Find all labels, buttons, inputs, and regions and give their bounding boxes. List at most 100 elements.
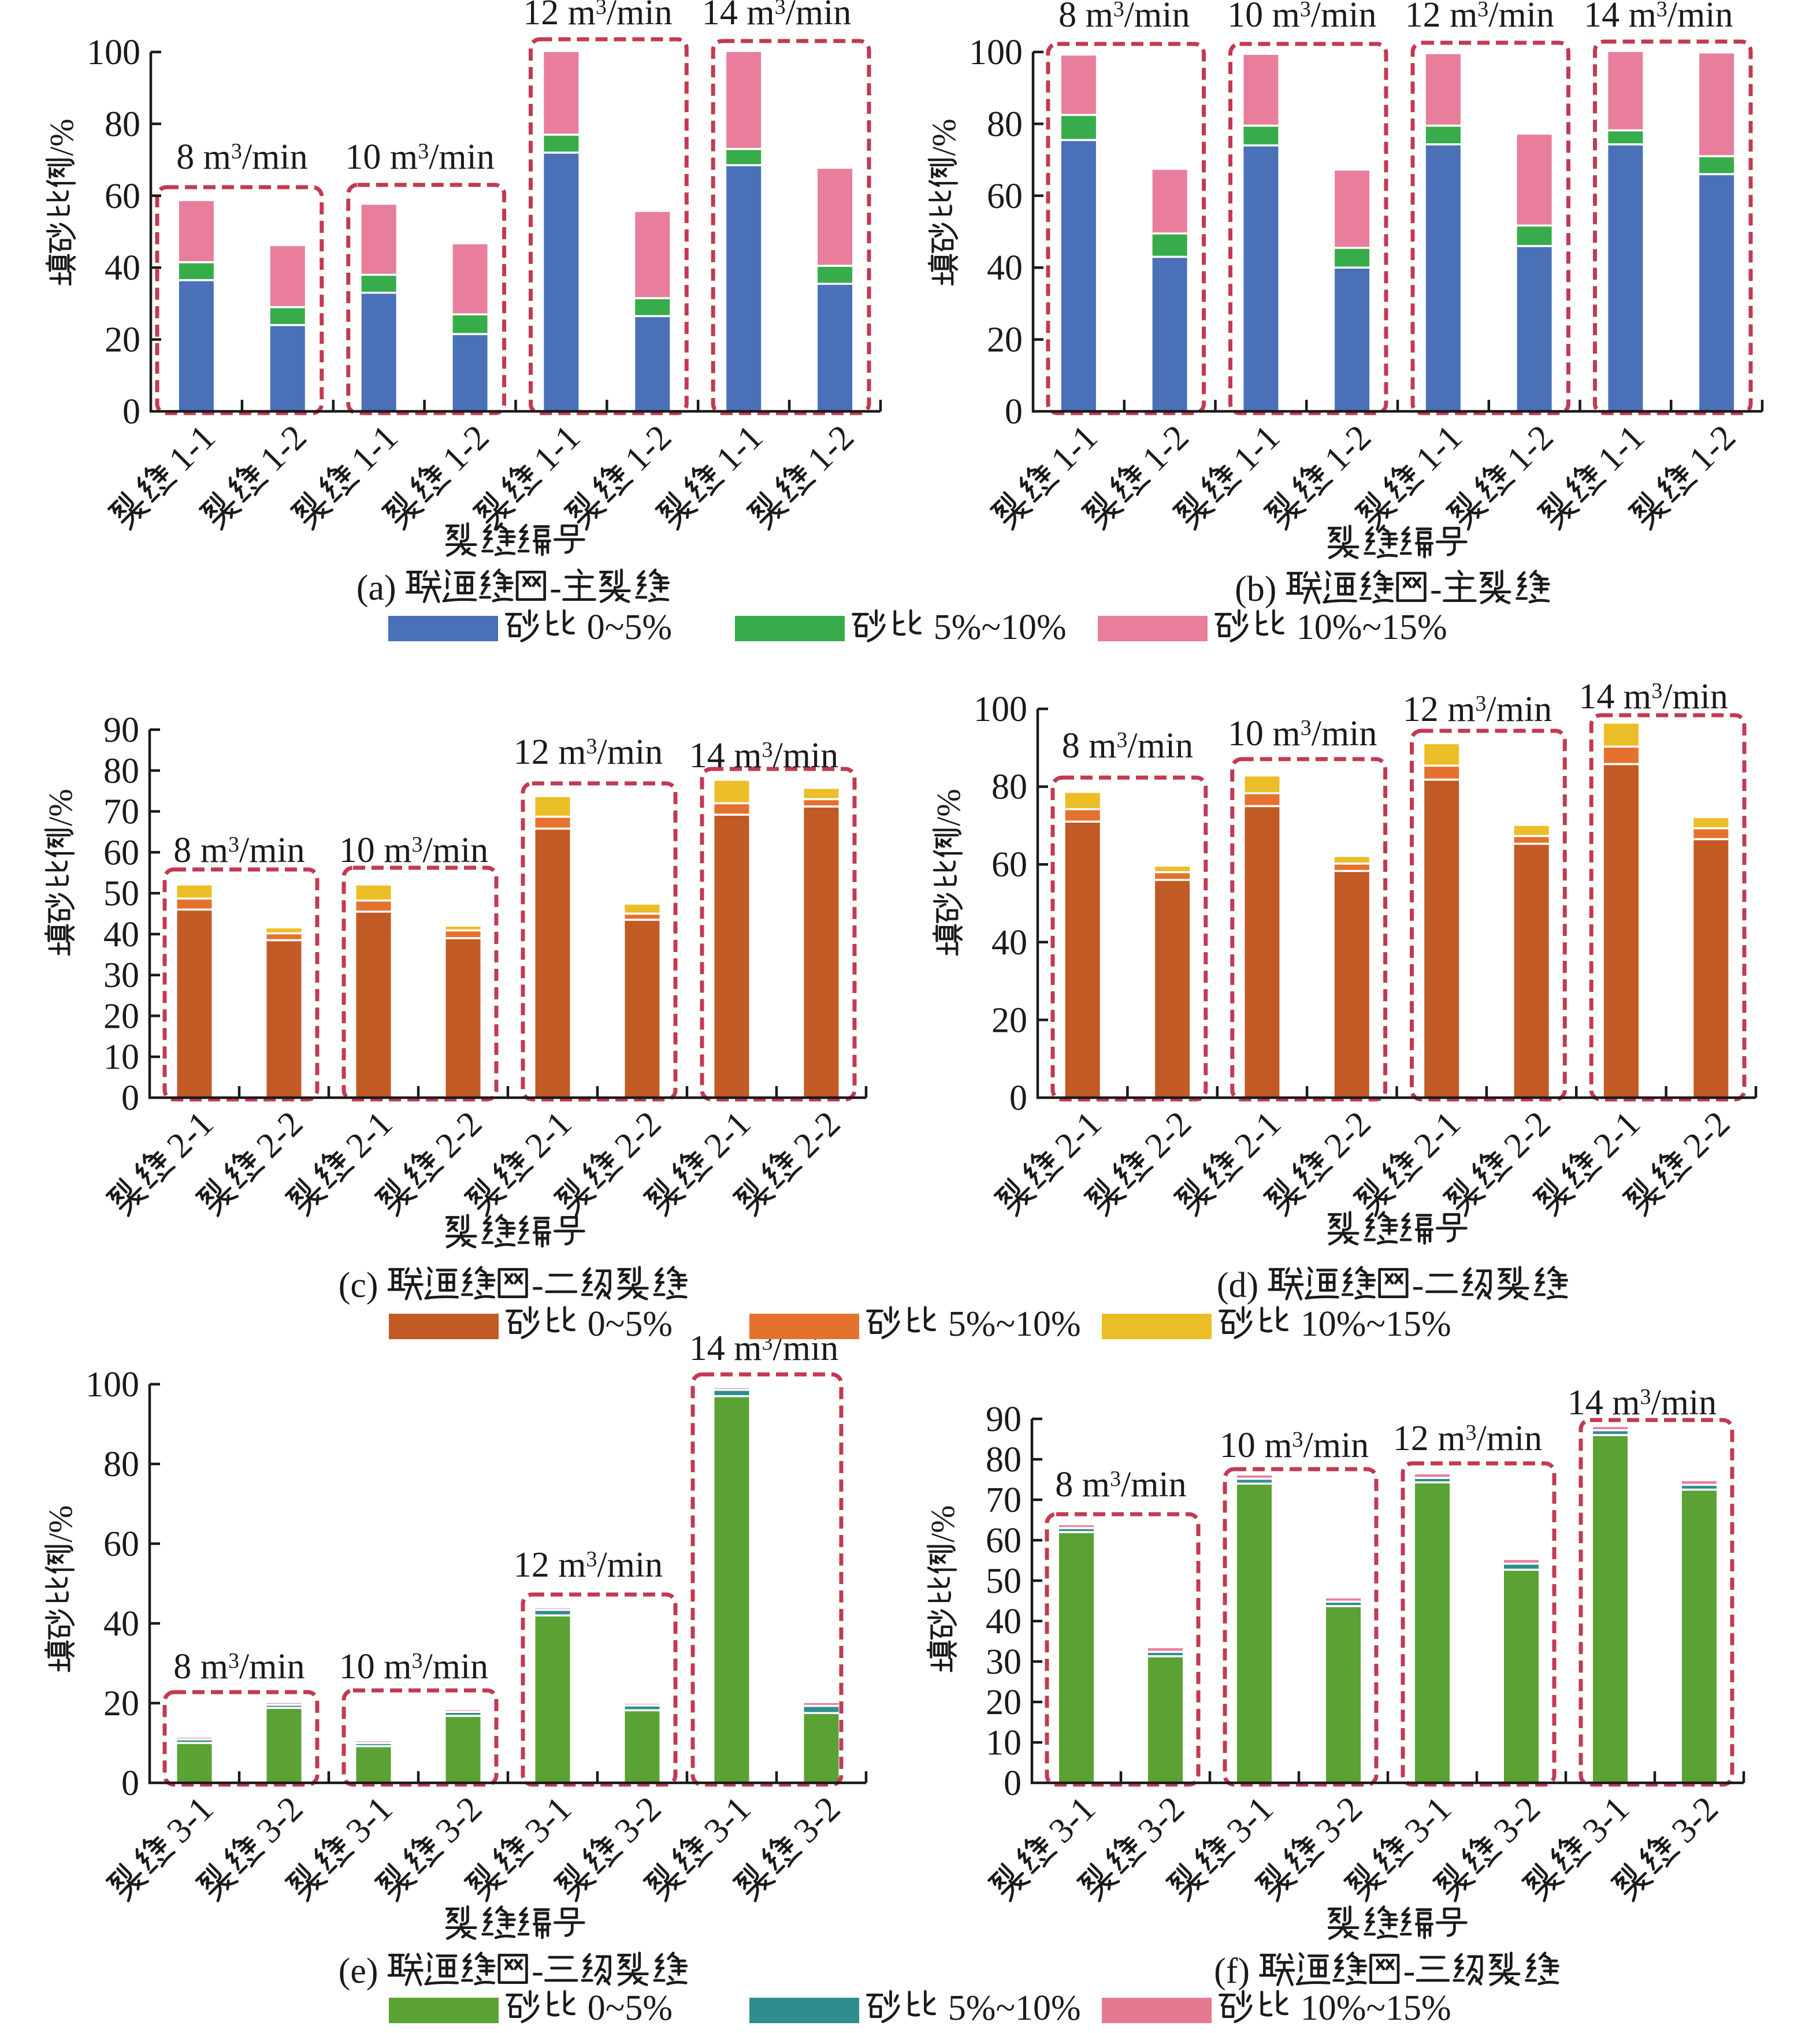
svg-text:/min: /min (773, 736, 839, 775)
svg-text:3: 3 (1113, 0, 1124, 21)
svg-text:10: 10 (103, 1038, 139, 1077)
svg-text:3: 3 (1477, 0, 1488, 21)
svg-text:100: 100 (87, 33, 140, 72)
svg-text:5%~10%: 5%~10% (934, 608, 1067, 647)
svg-text:(b): (b) (1235, 570, 1276, 609)
svg-text:/min: /min (597, 733, 663, 772)
svg-text:90: 90 (103, 711, 139, 750)
svg-text:10 m: 10 m (345, 137, 418, 177)
svg-text:/min: /min (1303, 1426, 1369, 1465)
svg-text:10 m: 10 m (339, 1647, 412, 1686)
svg-text:3: 3 (762, 738, 773, 762)
svg-text:/min: /min (1488, 0, 1554, 35)
svg-text:/%: /% (42, 789, 79, 826)
svg-text:8 m: 8 m (1062, 726, 1117, 765)
svg-text:12 m: 12 m (514, 1545, 586, 1585)
svg-text:14 m: 14 m (1584, 0, 1656, 35)
svg-text:80: 80 (103, 1445, 139, 1484)
svg-text:(e): (e) (339, 1952, 378, 1991)
svg-text:60: 60 (105, 177, 140, 216)
svg-text:40: 40 (103, 1604, 139, 1644)
svg-text:/min: /min (239, 831, 305, 870)
svg-text:40: 40 (105, 248, 140, 288)
svg-text:60: 60 (986, 1521, 1022, 1560)
svg-text:/%: /% (930, 789, 967, 826)
svg-text:70: 70 (986, 1481, 1022, 1520)
svg-text:5%~10%: 5%~10% (948, 1304, 1081, 1344)
svg-text:/min: /min (1667, 0, 1733, 35)
svg-text:80: 80 (103, 752, 139, 791)
svg-text:(f): (f) (1214, 1952, 1250, 1991)
svg-text:20: 20 (103, 1684, 139, 1723)
svg-text:(a): (a) (356, 568, 396, 608)
svg-text:3: 3 (1656, 0, 1667, 21)
svg-text:3: 3 (1466, 1421, 1477, 1445)
svg-text:3: 3 (1292, 1428, 1303, 1452)
svg-text:12 m: 12 m (1403, 690, 1476, 729)
svg-text:-: - (1403, 1952, 1416, 1991)
svg-text:/min: /min (1312, 714, 1377, 753)
svg-text:12 m: 12 m (1405, 0, 1478, 35)
svg-text:/min: /min (1124, 0, 1190, 35)
svg-text:30: 30 (986, 1642, 1022, 1682)
svg-text:0: 0 (1005, 392, 1023, 432)
svg-text:0~5%: 0~5% (588, 1304, 673, 1344)
svg-text:-: - (532, 1266, 544, 1305)
svg-text:80: 80 (986, 1440, 1022, 1480)
svg-text:60: 60 (987, 177, 1023, 216)
svg-text:/min: /min (1311, 0, 1377, 35)
svg-text:8 m: 8 m (173, 1647, 228, 1686)
svg-text:3: 3 (775, 0, 786, 19)
svg-text:40: 40 (987, 248, 1023, 288)
svg-text:10%~15%: 10%~15% (1301, 1989, 1451, 2028)
svg-text:3: 3 (1301, 716, 1312, 740)
svg-text:3: 3 (418, 139, 429, 163)
svg-text:3: 3 (1300, 0, 1311, 21)
svg-text:10%~15%: 10%~15% (1297, 608, 1447, 647)
svg-text:(d): (d) (1217, 1266, 1258, 1305)
svg-text:(c): (c) (339, 1266, 378, 1305)
svg-text:3: 3 (1475, 692, 1486, 716)
svg-text:3: 3 (231, 139, 242, 163)
svg-text:12 m: 12 m (514, 733, 586, 772)
svg-text:/min: /min (1477, 1419, 1543, 1458)
svg-text:10 m: 10 m (1220, 1426, 1292, 1465)
svg-text:3: 3 (1116, 728, 1127, 752)
svg-text:/min: /min (1651, 1383, 1717, 1422)
svg-text:3: 3 (596, 0, 607, 19)
svg-text:/%: /% (42, 1505, 79, 1542)
svg-text:0: 0 (122, 392, 140, 432)
svg-text:12 m: 12 m (523, 0, 596, 32)
svg-text:40: 40 (991, 923, 1027, 962)
svg-text:3: 3 (412, 832, 423, 857)
svg-text:5%~10%: 5%~10% (948, 1989, 1081, 2028)
svg-text:10 m: 10 m (1228, 714, 1301, 753)
svg-text:10%~15%: 10%~15% (1301, 1304, 1451, 1344)
svg-text:50: 50 (103, 874, 139, 913)
svg-text:/min: /min (1662, 677, 1728, 716)
svg-text:100: 100 (86, 1365, 139, 1404)
svg-text:/min: /min (429, 137, 495, 177)
svg-text:20: 20 (986, 1683, 1022, 1722)
svg-text:/min: /min (597, 1545, 663, 1585)
svg-text:14 m: 14 m (702, 0, 775, 32)
svg-text:90: 90 (986, 1400, 1022, 1439)
svg-text:12 m: 12 m (1393, 1419, 1466, 1458)
svg-text:100: 100 (969, 33, 1023, 72)
svg-text:30: 30 (103, 956, 139, 995)
svg-text:3: 3 (586, 1547, 597, 1571)
svg-text:3: 3 (586, 734, 597, 759)
svg-text:3: 3 (1651, 679, 1662, 703)
svg-text:3: 3 (1110, 1467, 1121, 1491)
svg-text:70: 70 (103, 793, 139, 832)
svg-text:60: 60 (103, 1525, 139, 1564)
svg-text:100: 100 (974, 690, 1027, 729)
svg-text:/min: /min (1127, 726, 1193, 765)
svg-text:0~5%: 0~5% (588, 1989, 673, 2028)
svg-text:-: - (1430, 570, 1442, 609)
svg-text:10: 10 (986, 1723, 1022, 1763)
svg-text:14 m: 14 m (1568, 1383, 1640, 1422)
svg-text:0: 0 (121, 1079, 139, 1118)
svg-text:/%: /% (925, 118, 963, 155)
svg-text:10 m: 10 m (1227, 0, 1300, 35)
